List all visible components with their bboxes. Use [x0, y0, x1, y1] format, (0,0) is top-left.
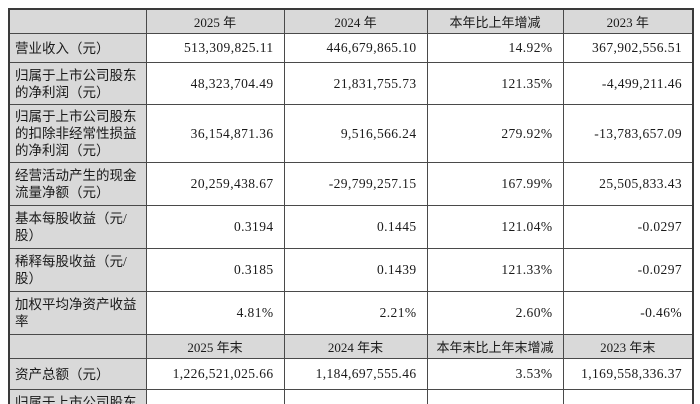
period-end-header-row: 2025 年末 2024 年末 本年末比上年末增减 2023 年末: [8, 334, 694, 359]
cell-value: 14.92%: [426, 33, 564, 63]
cell-value: 513,309,825.11: [145, 33, 285, 63]
cell-value: -29,799,257.15: [283, 162, 428, 206]
column-header-2025-end: 2025 年末: [145, 334, 285, 359]
column-header-end-change: 本年末比上年末增减: [426, 334, 564, 359]
column-header-2025: 2025 年: [145, 8, 285, 34]
cell-value: -0.0297: [562, 205, 694, 249]
column-header-yoy-change: 本年比上年增减: [426, 8, 564, 34]
row-label: 经营活动产生的现金流量净额（元）: [8, 162, 147, 206]
cell-value: 21,831,755.73: [283, 62, 428, 105]
financial-summary-table: 2025 年 2024 年 本年比上年增减 2023 年 营业收入（元） 513…: [8, 8, 694, 404]
column-header-2023-end: 2023 年末: [562, 334, 694, 359]
column-header-2024-end: 2024 年末: [283, 334, 428, 359]
cell-value: 167.99%: [426, 162, 564, 206]
corner-cell: [8, 8, 147, 34]
cell-value: 121.35%: [426, 62, 564, 105]
cell-value: 36,154,871.36: [145, 104, 285, 163]
row-label: 基本每股收益（元/股）: [8, 205, 147, 249]
cell-value: 279.92%: [426, 104, 564, 163]
cell-value: 9,516,566.24: [283, 104, 428, 163]
cell-value: 0.3185: [145, 248, 285, 292]
cell-value: 121.33%: [426, 248, 564, 292]
row-label: 资产总额（元）: [8, 358, 147, 390]
row-label: 归属于上市公司股东的净资产（元）: [8, 389, 147, 404]
cell-value: 0.1445: [283, 205, 428, 249]
cell-value: 3.53%: [426, 358, 564, 390]
column-header-2024: 2024 年: [283, 8, 428, 34]
cell-value: 48,323,704.49: [145, 62, 285, 105]
row-label: 归属于上市公司股东的净利润（元）: [8, 62, 147, 105]
cell-value: 0.3194: [145, 205, 285, 249]
cell-value: 20,259,438.67: [145, 162, 285, 206]
period-header-row: 2025 年 2024 年 本年比上年增减 2023 年: [8, 8, 694, 34]
table-row-net-assets: 归属于上市公司股东的净资产（元） 1,025,570,706.48 984,60…: [8, 389, 694, 404]
cell-value: 1,226,521,025.66: [145, 358, 285, 390]
table-row-diluted-eps: 稀释每股收益（元/股） 0.3185 0.1439 121.33% -0.029…: [8, 248, 694, 292]
cell-value: 4.81%: [145, 291, 285, 335]
cell-value: 0.1439: [283, 248, 428, 292]
cell-value: 2.60%: [426, 291, 564, 335]
row-label: 稀释每股收益（元/股）: [8, 248, 147, 292]
column-header-2023: 2023 年: [562, 8, 694, 34]
cell-value: 121.04%: [426, 205, 564, 249]
cell-value: 4.16%: [426, 389, 564, 404]
table-row-operating-cash-flow: 经营活动产生的现金流量净额（元） 20,259,438.67 -29,799,2…: [8, 162, 694, 206]
row-label: 加权平均净资产收益率: [8, 291, 147, 335]
table-row-net-profit: 归属于上市公司股东的净利润（元） 48,323,704.49 21,831,75…: [8, 62, 694, 105]
cell-value: 976,747,192.41: [562, 389, 694, 404]
row-label: 归属于上市公司股东的扣除非经常性损益的净利润（元）: [8, 104, 147, 163]
table-row-revenue: 营业收入（元） 513,309,825.11 446,679,865.10 14…: [8, 33, 694, 63]
table-row-net-profit-excl-nonrecurring: 归属于上市公司股东的扣除非经常性损益的净利润（元） 36,154,871.36 …: [8, 104, 694, 163]
cell-value: 367,902,556.51: [562, 33, 694, 63]
row-label: 营业收入（元）: [8, 33, 147, 63]
table-row-total-assets: 资产总额（元） 1,226,521,025.66 1,184,697,555.4…: [8, 358, 694, 390]
cell-value: 1,169,558,336.37: [562, 358, 694, 390]
table-row-basic-eps: 基本每股收益（元/股） 0.3194 0.1445 121.04% -0.029…: [8, 205, 694, 249]
cell-value: -0.46%: [562, 291, 694, 335]
cell-value: 25,505,833.43: [562, 162, 694, 206]
corner-cell: [8, 334, 147, 359]
cell-value: 1,025,570,706.48: [145, 389, 285, 404]
cell-value: 446,679,865.10: [283, 33, 428, 63]
cell-value: -4,499,211.46: [562, 62, 694, 105]
cell-value: 2.21%: [283, 291, 428, 335]
cell-value: -0.0297: [562, 248, 694, 292]
cell-value: -13,783,657.09: [562, 104, 694, 163]
table-row-weighted-avg-roe: 加权平均净资产收益率 4.81% 2.21% 2.60% -0.46%: [8, 291, 694, 335]
cell-value: 984,602,784.73: [283, 389, 428, 404]
cell-value: 1,184,697,555.46: [283, 358, 428, 390]
